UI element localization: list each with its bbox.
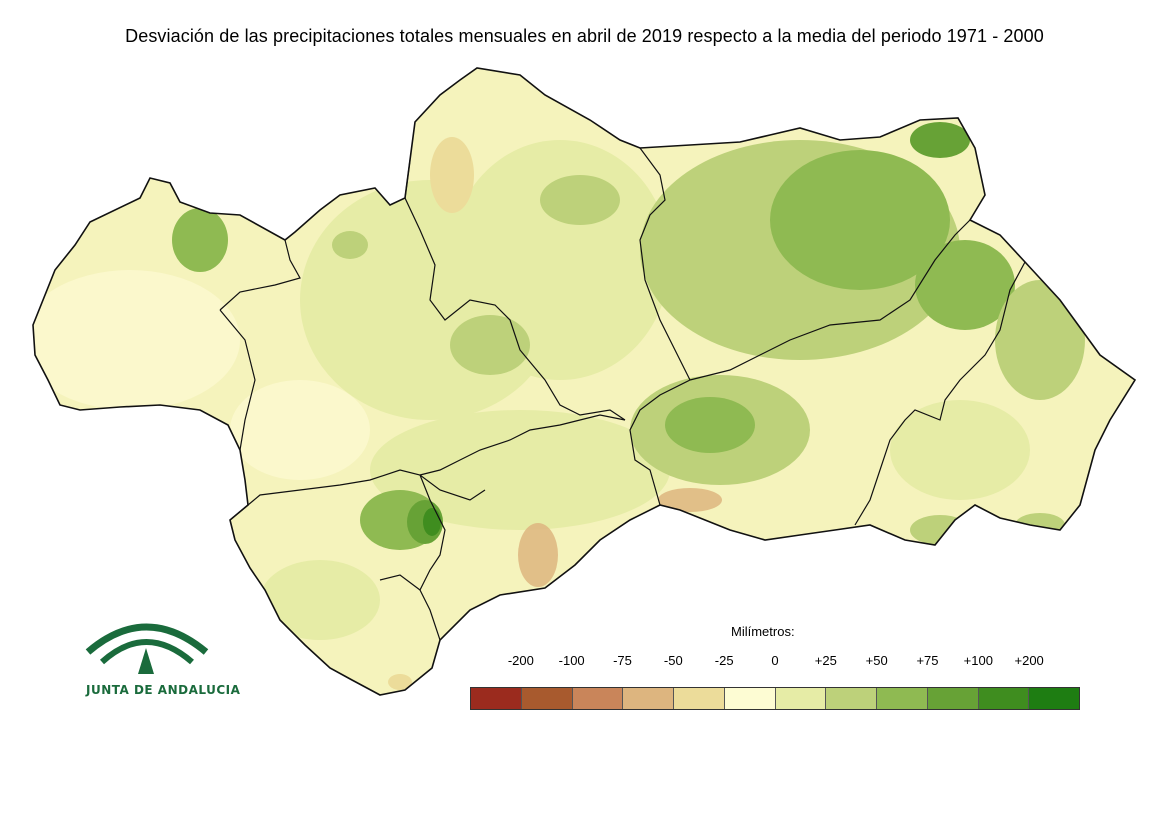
junta-de-andalucia-logo xyxy=(85,623,209,674)
legend-swatch xyxy=(623,688,674,709)
legend-swatch xyxy=(775,688,827,709)
map-title: Desviación de las precipitaciones totale… xyxy=(125,26,1044,46)
legend-tick-label: +50 xyxy=(865,653,888,668)
legend-tick-label: +100 xyxy=(963,653,993,668)
legend-swatch xyxy=(724,688,776,709)
legend-swatch xyxy=(1029,688,1079,709)
legend-swatch xyxy=(674,688,725,709)
legend-swatch xyxy=(978,688,1030,709)
andalucia-outline xyxy=(32,67,1137,696)
legend-swatch xyxy=(471,688,522,709)
province-borders xyxy=(219,147,1026,641)
logo-text: JUNTA DE ANDALUCIA xyxy=(86,683,241,697)
legend-swatch xyxy=(521,688,573,709)
legend-tick-label: -100 xyxy=(558,653,585,668)
legend-title: Milímetros: xyxy=(731,624,795,639)
legend-tick-label: +200 xyxy=(1014,653,1044,668)
legend-tick-label: +25 xyxy=(814,653,837,668)
legend-swatch xyxy=(826,688,877,709)
legend-color-bar xyxy=(470,687,1080,710)
legend-swatch xyxy=(877,688,928,709)
legend-swatch xyxy=(927,688,979,709)
legend-tick-label: +75 xyxy=(916,653,939,668)
legend-tick-label: 0 xyxy=(771,653,779,668)
legend-tick-label: -50 xyxy=(663,653,683,668)
legend-tick-label: -75 xyxy=(613,653,632,668)
legend-swatch xyxy=(572,688,624,709)
legend-tick-label: -200 xyxy=(507,653,534,668)
legend-tick-label: -25 xyxy=(714,653,734,668)
